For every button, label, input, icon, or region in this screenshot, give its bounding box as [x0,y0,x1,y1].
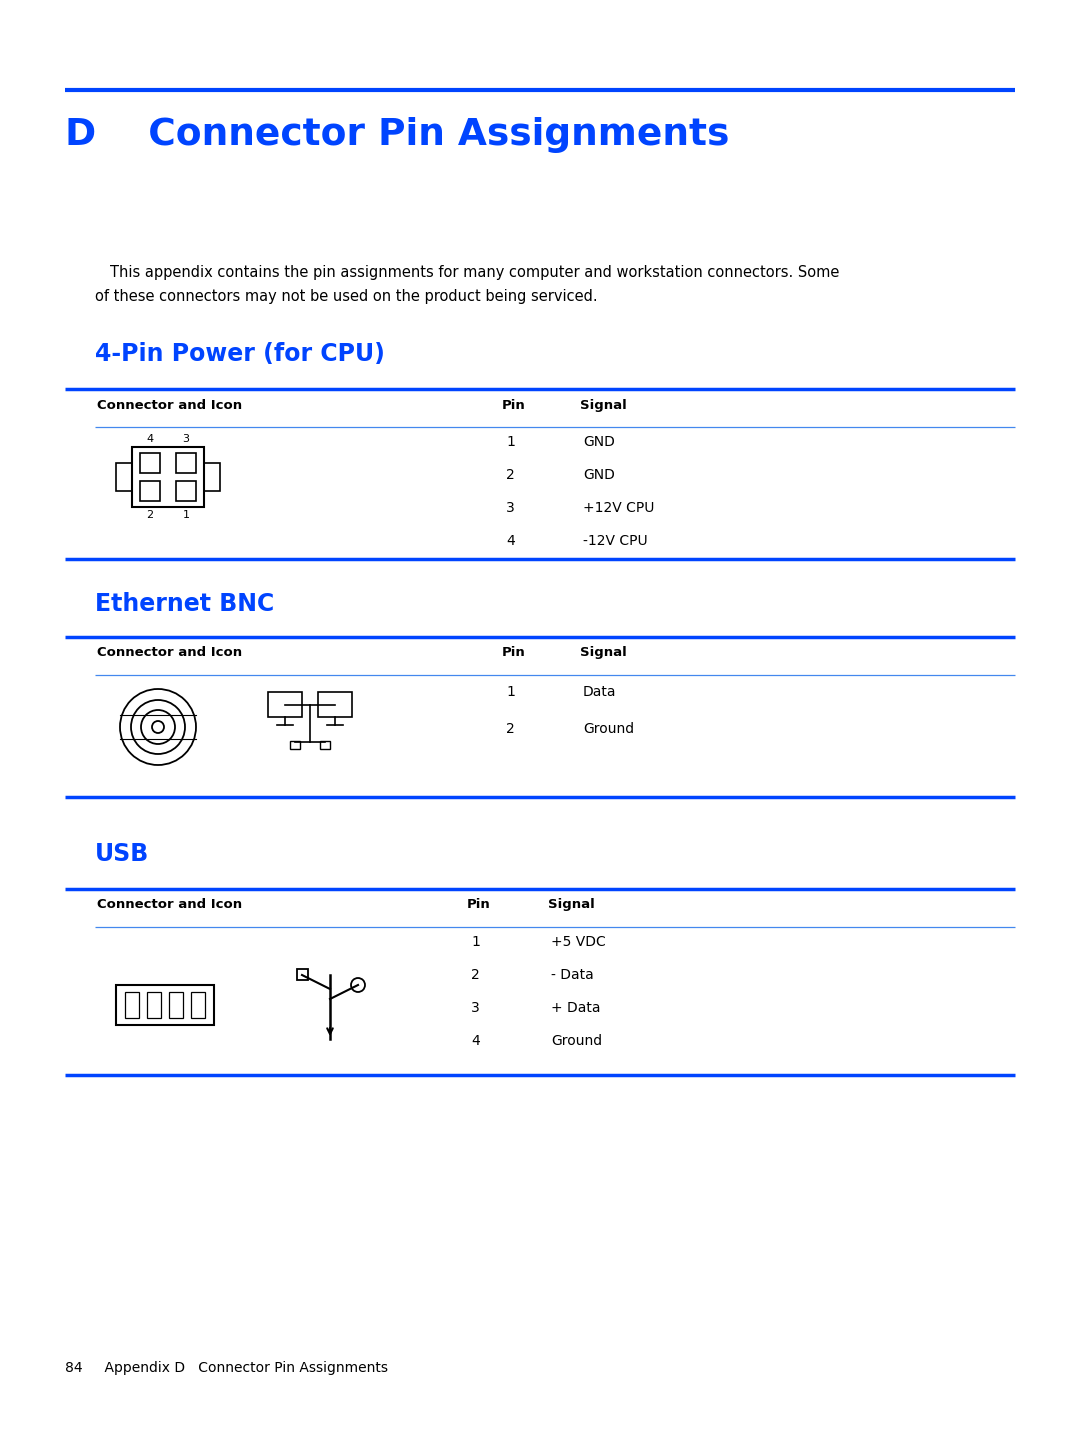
Bar [116,984,214,1025]
Text: Connector and Icon: Connector and Icon [97,898,242,911]
Text: 4-Pin Power (for CPU): 4-Pin Power (for CPU) [95,342,384,366]
Text: 1: 1 [507,435,515,448]
Bar [125,992,139,1017]
Text: 3: 3 [507,502,515,514]
Text: 2: 2 [507,721,515,736]
Text: USB: USB [95,842,149,867]
Bar [318,693,352,717]
Text: 3: 3 [183,434,189,444]
Text: Signal: Signal [580,647,626,660]
Text: Connector and Icon: Connector and Icon [97,399,242,412]
Text: Data: Data [583,685,617,698]
Text: -12V CPU: -12V CPU [583,535,648,547]
Bar [320,741,330,749]
Text: Signal: Signal [548,898,595,911]
Text: +12V CPU: +12V CPU [583,502,654,514]
Text: 2: 2 [147,510,153,520]
Bar [176,453,195,473]
Bar [116,463,132,491]
Text: Connector and Icon: Connector and Icon [97,647,242,660]
Text: of these connectors may not be used on the product being serviced.: of these connectors may not be used on t… [95,289,597,305]
Text: - Data: - Data [551,969,594,981]
Bar [204,463,220,491]
Bar [291,741,300,749]
Text: GND: GND [583,468,615,481]
Text: 2: 2 [507,468,515,481]
Text: 1: 1 [507,685,515,698]
Text: 4: 4 [147,434,153,444]
Text: Pin: Pin [502,647,526,660]
Text: 4: 4 [507,535,515,547]
Text: Signal: Signal [580,399,626,412]
Text: +5 VDC: +5 VDC [551,935,606,948]
Text: Ground: Ground [583,721,634,736]
Bar [140,453,160,473]
Text: + Data: + Data [551,1002,600,1015]
Bar [132,447,204,507]
Text: Pin: Pin [502,399,526,412]
Text: This appendix contains the pin assignments for many computer and workstation con: This appendix contains the pin assignmen… [110,264,839,280]
Text: 1: 1 [183,510,189,520]
Text: Ethernet BNC: Ethernet BNC [95,592,274,616]
Text: Ground: Ground [551,1035,603,1048]
Text: 2: 2 [471,969,480,981]
Text: 4: 4 [471,1035,480,1048]
Bar [147,992,161,1017]
Text: D    Connector Pin Assignments: D Connector Pin Assignments [65,116,729,152]
Text: Pin: Pin [467,898,490,911]
Bar [140,481,160,502]
Bar [176,481,195,502]
Bar [191,992,205,1017]
Text: GND: GND [583,435,615,448]
Bar [168,992,183,1017]
Text: 84     Appendix D   Connector Pin Assignments: 84 Appendix D Connector Pin Assignments [65,1361,388,1375]
Bar [268,693,302,717]
Bar [297,969,308,980]
Text: 1: 1 [471,935,480,948]
Text: 3: 3 [471,1002,480,1015]
